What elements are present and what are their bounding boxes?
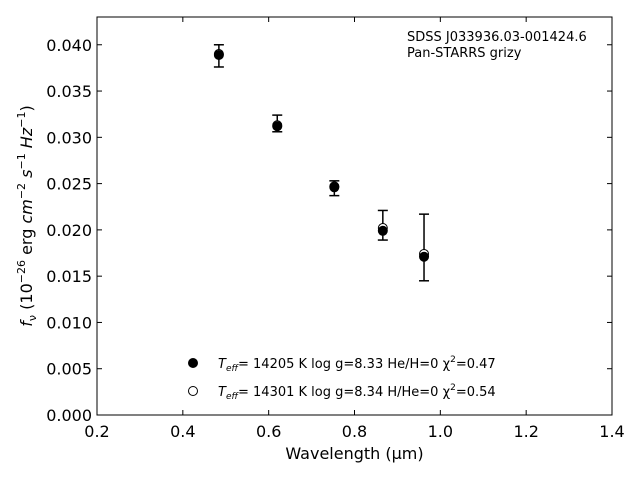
y-tick-label: 0.010 bbox=[46, 313, 92, 332]
x-axis-label: Wavelength (μm) bbox=[285, 444, 423, 463]
legend-label-open: Teff= 14301 K log g=8.34 H/He=0 χ2=0.54 bbox=[218, 383, 496, 402]
x-tick-label: 0.8 bbox=[342, 422, 367, 441]
point-model-filled bbox=[329, 182, 340, 193]
axis-ticks: 0.2 0.4 0.6 0.8 1.0 1.2 1.4 0.000 0.005 0.010 0.01… bbox=[46, 17, 625, 441]
point-model-filled bbox=[213, 49, 224, 60]
x-tick-label: 0.2 bbox=[84, 422, 109, 441]
x-tick-label: 1.2 bbox=[513, 422, 538, 441]
plot-frame bbox=[96, 16, 613, 416]
svg-text:fν (10−26 erg cm−2 s−1 Hz−1): fν (10−26 erg cm−2 s−1 Hz−1) bbox=[15, 105, 39, 326]
y-tick-label: 0.015 bbox=[46, 267, 92, 286]
y-tick-label: 0.030 bbox=[46, 128, 92, 147]
legend: Teff= 14205 K log g=8.33 He/H=0 χ2=0.47 … bbox=[188, 355, 496, 402]
point-model-filled bbox=[272, 121, 283, 132]
error-bars bbox=[213, 44, 430, 282]
x-tick-label: 1.4 bbox=[599, 422, 624, 441]
model-points bbox=[213, 49, 430, 262]
x-tick-label: 0.6 bbox=[256, 422, 281, 441]
legend-marker-filled bbox=[188, 358, 198, 368]
y-tick-label: 0.035 bbox=[46, 82, 92, 101]
y-tick-label: 0.000 bbox=[46, 406, 92, 425]
legend-marker-open bbox=[188, 386, 198, 396]
y-tick-label: 0.005 bbox=[46, 360, 92, 379]
annotation-object: SDSS J033936.03-001424.6 bbox=[407, 30, 587, 45]
y-tick-label: 0.040 bbox=[46, 36, 92, 55]
legend-label-filled: Teff= 14205 K log g=8.33 He/H=0 χ2=0.47 bbox=[218, 355, 496, 374]
x-tick-label: 0.4 bbox=[170, 422, 195, 441]
y-tick-label: 0.025 bbox=[46, 175, 92, 194]
x-tick-label: 1.0 bbox=[428, 422, 453, 441]
y-tick-label: 0.020 bbox=[46, 221, 92, 240]
annotation-survey: Pan-STARRS grizy bbox=[407, 46, 522, 61]
y-axis-label: fν (10−26 erg cm−2 s−1 Hz−1) bbox=[15, 105, 39, 326]
point-model-filled bbox=[377, 225, 388, 236]
point-model-filled bbox=[419, 251, 430, 262]
